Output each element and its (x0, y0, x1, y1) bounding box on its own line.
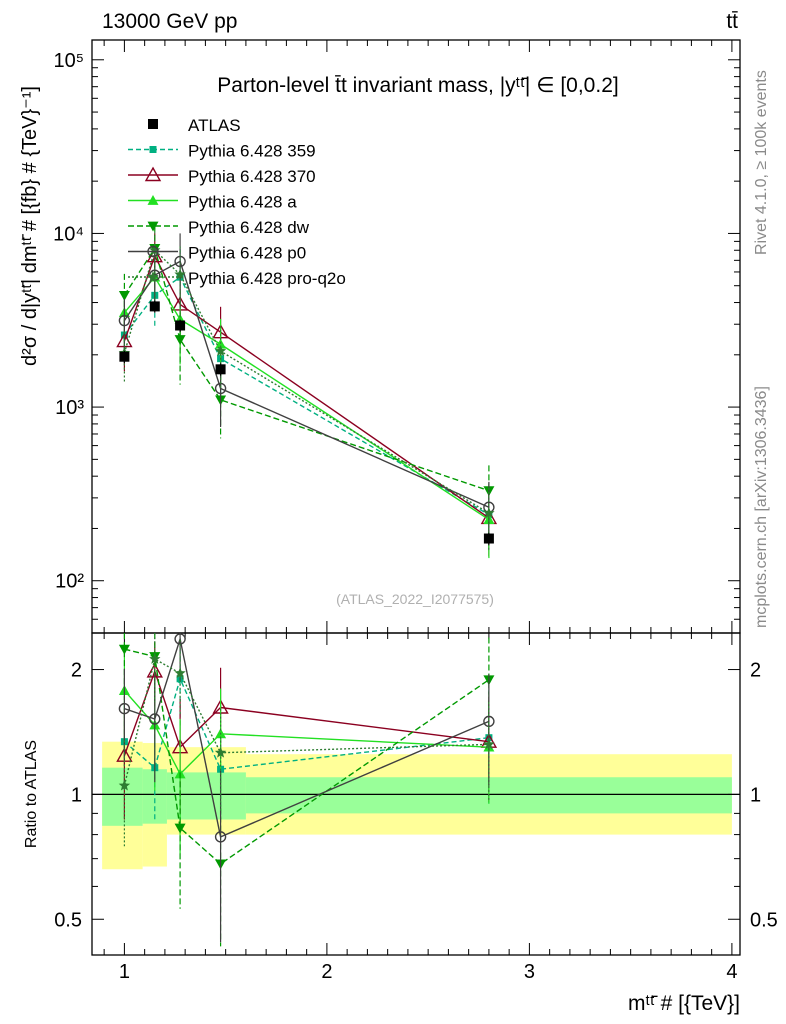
legend-marker (144, 166, 162, 182)
legend-entry-4: Pythia 6.428 p0 (128, 244, 306, 263)
legend-label: Pythia 6.428 359 (188, 142, 316, 161)
header-process-label: tt̄ (726, 10, 738, 33)
ratio-uncertainty-bands (102, 741, 732, 870)
data-point (174, 268, 186, 280)
ratio-line (124, 648, 490, 865)
ratio-point (149, 653, 161, 664)
ratio-point (483, 738, 495, 750)
data-point (118, 290, 130, 301)
legend-entry-2: Pythia 6.428 a (128, 193, 297, 212)
ratio-y-tick-label-right: 1 (750, 784, 761, 806)
legend-marker (147, 195, 159, 205)
rivet-version-label: Rivet 4.1.0, ≥ 100k events (753, 70, 770, 255)
series-line (123, 276, 490, 516)
x-tick-label: 4 (726, 961, 737, 983)
y-axis-label: d²σ / d|yᵗᵗ̄| dmᵗᵗ̄ # [{fb} # {TeV}⁻¹] (19, 86, 41, 366)
x-tick-label: 2 (321, 961, 332, 983)
data-point (483, 507, 495, 518)
data-point (118, 314, 131, 327)
atlas-point (483, 533, 494, 544)
data-point (174, 335, 186, 346)
series-line (123, 246, 490, 492)
atlas-point (119, 351, 130, 362)
series-line (123, 248, 490, 514)
ratio-plot-series (116, 633, 498, 947)
ratio-band-inner-2 (166, 772, 246, 820)
legend-label: Pythia 6.428 p0 (188, 244, 306, 263)
y-tick-label: 10⁵ (53, 50, 84, 72)
legend-marker (147, 221, 159, 232)
legend-label: ATLAS (188, 116, 241, 135)
legend-label: Pythia 6.428 pro-q2o (188, 269, 346, 288)
main-plot-series (116, 225, 498, 559)
series-pythia-6-428-a (118, 254, 495, 559)
data-point (149, 244, 161, 256)
legend-label: Pythia 6.428 370 (188, 167, 316, 186)
ratio-line (123, 657, 489, 786)
plot-title: Parton-level t̄t invariant mass, |yᵗᵗ̄| … (217, 74, 618, 97)
ratio-y-axis-label: Ratio to ATLAS (23, 740, 40, 848)
ratio-point (174, 667, 186, 679)
ratio-point (214, 831, 227, 843)
legend-marker (149, 146, 157, 153)
legend-entry-5: Pythia 6.428 pro-q2o (128, 269, 346, 288)
ratio-point (174, 823, 186, 834)
ratio-point (118, 702, 131, 715)
legend-label: Pythia 6.428 a (188, 193, 297, 212)
series-line (123, 254, 490, 519)
x-axis-label: mᵗᵗ̄ # [{TeV}] (628, 992, 740, 1015)
atlas-point (175, 320, 186, 331)
y-tick-label: 10² (55, 571, 84, 593)
analysis-watermark: (ATLAS_2022_I2077575) (336, 591, 494, 607)
y-tick-label: 10⁴ (53, 223, 84, 245)
mcplots-reference-label: mcplots.cern.ch [arXiv:1306.3436] (753, 386, 770, 628)
legend: ATLAS Pythia 6.428 359 Pythia 6.428 370 Pyt… (128, 116, 346, 288)
ratio-series-pythia-6-428-pro-q2o (118, 633, 495, 847)
y-tick-label: 10³ (55, 397, 84, 419)
ratio-point (214, 746, 227, 758)
series-pythia-6-428-pro-q2o (118, 227, 495, 552)
data-point (214, 345, 227, 356)
legend-marker (147, 245, 159, 258)
legend-entry-1: Pythia 6.428 370 (128, 166, 316, 186)
ratio-band-inner-0 (102, 767, 143, 826)
x-tick-label: 1 (119, 961, 130, 983)
series-atlas (119, 300, 494, 545)
legend-entry-0: Pythia 6.428 359 (128, 142, 316, 161)
ratio-plot-axes: 1 2 3 4 0.5 0.5 1 1 2 2 (54, 632, 778, 983)
legend-entry-atlas: ATLAS (148, 116, 241, 135)
ratio-y-tick-label-right: 0.5 (750, 909, 778, 931)
ratio-y-tick-label-right: 2 (750, 660, 761, 682)
ratio-point (118, 779, 131, 791)
ratio-y-tick-label: 0.5 (54, 909, 82, 931)
legend-label: Pythia 6.428 dw (188, 218, 310, 237)
legend-entry-3: Pythia 6.428 dw (128, 218, 310, 237)
ratio-point (118, 644, 130, 655)
ratio-point (149, 713, 161, 725)
x-tick-label: 3 (524, 961, 535, 983)
legend-marker (148, 119, 158, 129)
atlas-point (149, 301, 160, 312)
header-energy-label: 13000 GeV pp (102, 10, 237, 33)
ratio-y-tick-label: 2 (71, 660, 82, 682)
ratio-y-tick-label: 1 (71, 784, 82, 806)
atlas-point (215, 364, 226, 375)
legend-marker (147, 271, 159, 282)
